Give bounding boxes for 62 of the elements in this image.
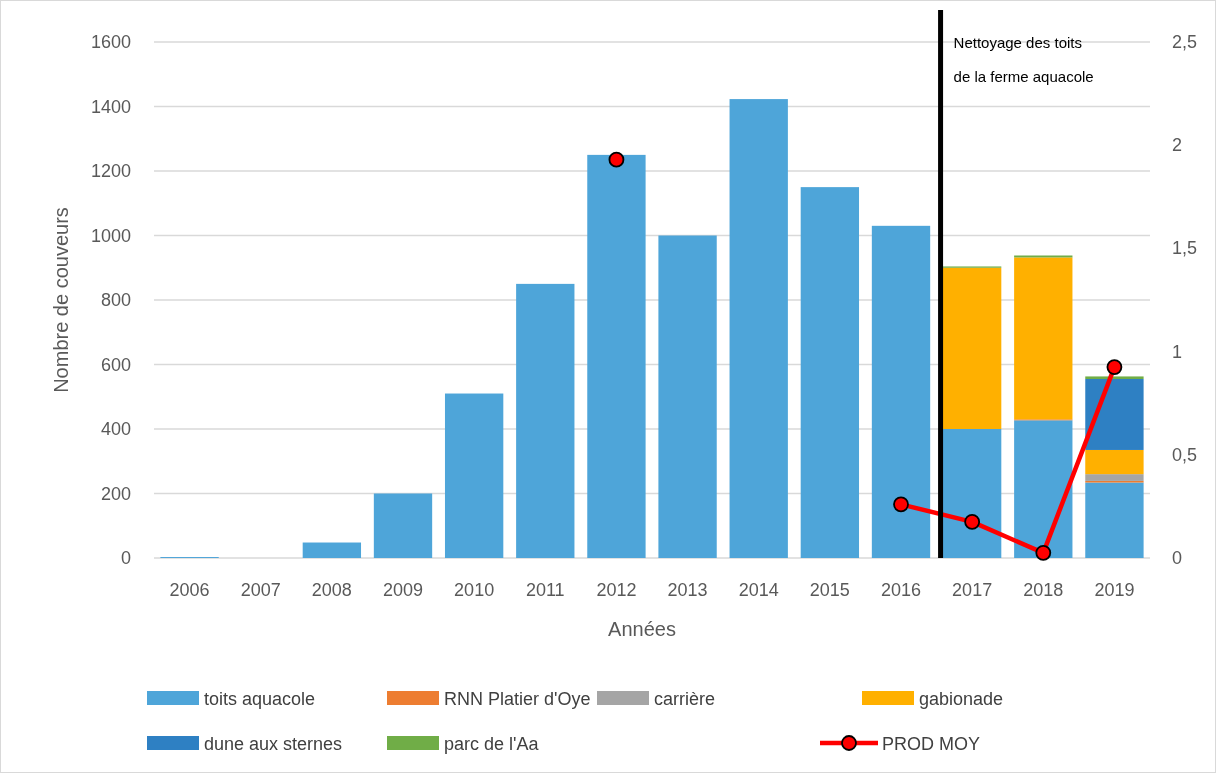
point xyxy=(893,496,909,513)
x-tick-label: 2008 xyxy=(311,580,352,600)
x-tick-label: 2019 xyxy=(1094,580,1135,600)
bar xyxy=(1085,474,1144,481)
bar xyxy=(302,542,362,558)
bar xyxy=(942,429,1002,558)
y-tick-label: 600 xyxy=(100,354,131,375)
legend-label: carrière xyxy=(654,689,716,709)
bar xyxy=(373,493,433,558)
bar xyxy=(1085,376,1144,380)
bar xyxy=(1014,257,1073,420)
bar xyxy=(729,99,788,558)
ref-line-label: Nettoyage des toits de la ferme aquacole xyxy=(953,34,1094,85)
legend-label: RNN Platier d'Oye xyxy=(444,689,591,709)
y-tick-label: 1600 xyxy=(90,32,131,52)
y2-tick-label: 0,5 xyxy=(1172,444,1198,465)
x-tick-label: 2006 xyxy=(169,580,210,600)
bar xyxy=(1014,420,1073,558)
bar xyxy=(871,225,931,558)
x-tick-label: 2013 xyxy=(667,580,708,600)
x-tick-label: 2011 xyxy=(525,580,565,600)
y2-tick-label: 0 xyxy=(1172,548,1183,568)
y-axis-title: Nombre de couveurs xyxy=(50,207,72,393)
y-tick-label: 200 xyxy=(100,483,131,504)
y-tick-label: 1000 xyxy=(90,225,131,246)
bar xyxy=(516,283,575,558)
x-tick-label: 2018 xyxy=(1023,580,1064,600)
y2-tick-label: 1 xyxy=(1172,341,1183,362)
legend-label: gabionade xyxy=(919,689,1004,709)
bar xyxy=(658,235,717,558)
legend-label: parc de l'Aa xyxy=(444,734,540,754)
bar xyxy=(1085,449,1144,475)
x-tick-label: 2014 xyxy=(738,580,779,600)
point xyxy=(1035,544,1052,561)
x-tick-label: 2010 xyxy=(454,580,495,600)
legend-label: dune aux sternes xyxy=(204,734,343,754)
y2-tick-label: 1,5 xyxy=(1172,238,1198,259)
y-tick-label: 1400 xyxy=(90,96,131,117)
y-tick-label: 400 xyxy=(100,419,131,439)
x-tick-label: 2007 xyxy=(240,580,281,600)
y-tick-label: 1200 xyxy=(90,161,131,181)
bar xyxy=(800,187,860,558)
x-tick-label: 2009 xyxy=(382,580,424,600)
x-tick-label: 2017 xyxy=(952,580,993,600)
legend-label: toits aquacole xyxy=(204,689,316,709)
bar xyxy=(942,267,1002,429)
x-tick-label: 2015 xyxy=(809,580,850,600)
point xyxy=(1106,359,1123,375)
y-tick-label: 800 xyxy=(100,290,131,310)
bar xyxy=(1085,482,1144,558)
x-tick-label: 2016 xyxy=(880,580,922,600)
legend-label: PROD MOY xyxy=(882,734,981,754)
bar xyxy=(1085,379,1144,450)
y2-tick-label: 2,5 xyxy=(1172,32,1198,52)
bar xyxy=(587,154,646,558)
point xyxy=(964,513,981,530)
y-tick-label: 0 xyxy=(120,548,131,568)
point xyxy=(608,151,625,168)
y2-tick-label: 2 xyxy=(1172,135,1183,156)
bar xyxy=(444,393,504,558)
x-tick-label: 2012 xyxy=(596,580,637,600)
x-axis-title: Années xyxy=(608,618,676,640)
